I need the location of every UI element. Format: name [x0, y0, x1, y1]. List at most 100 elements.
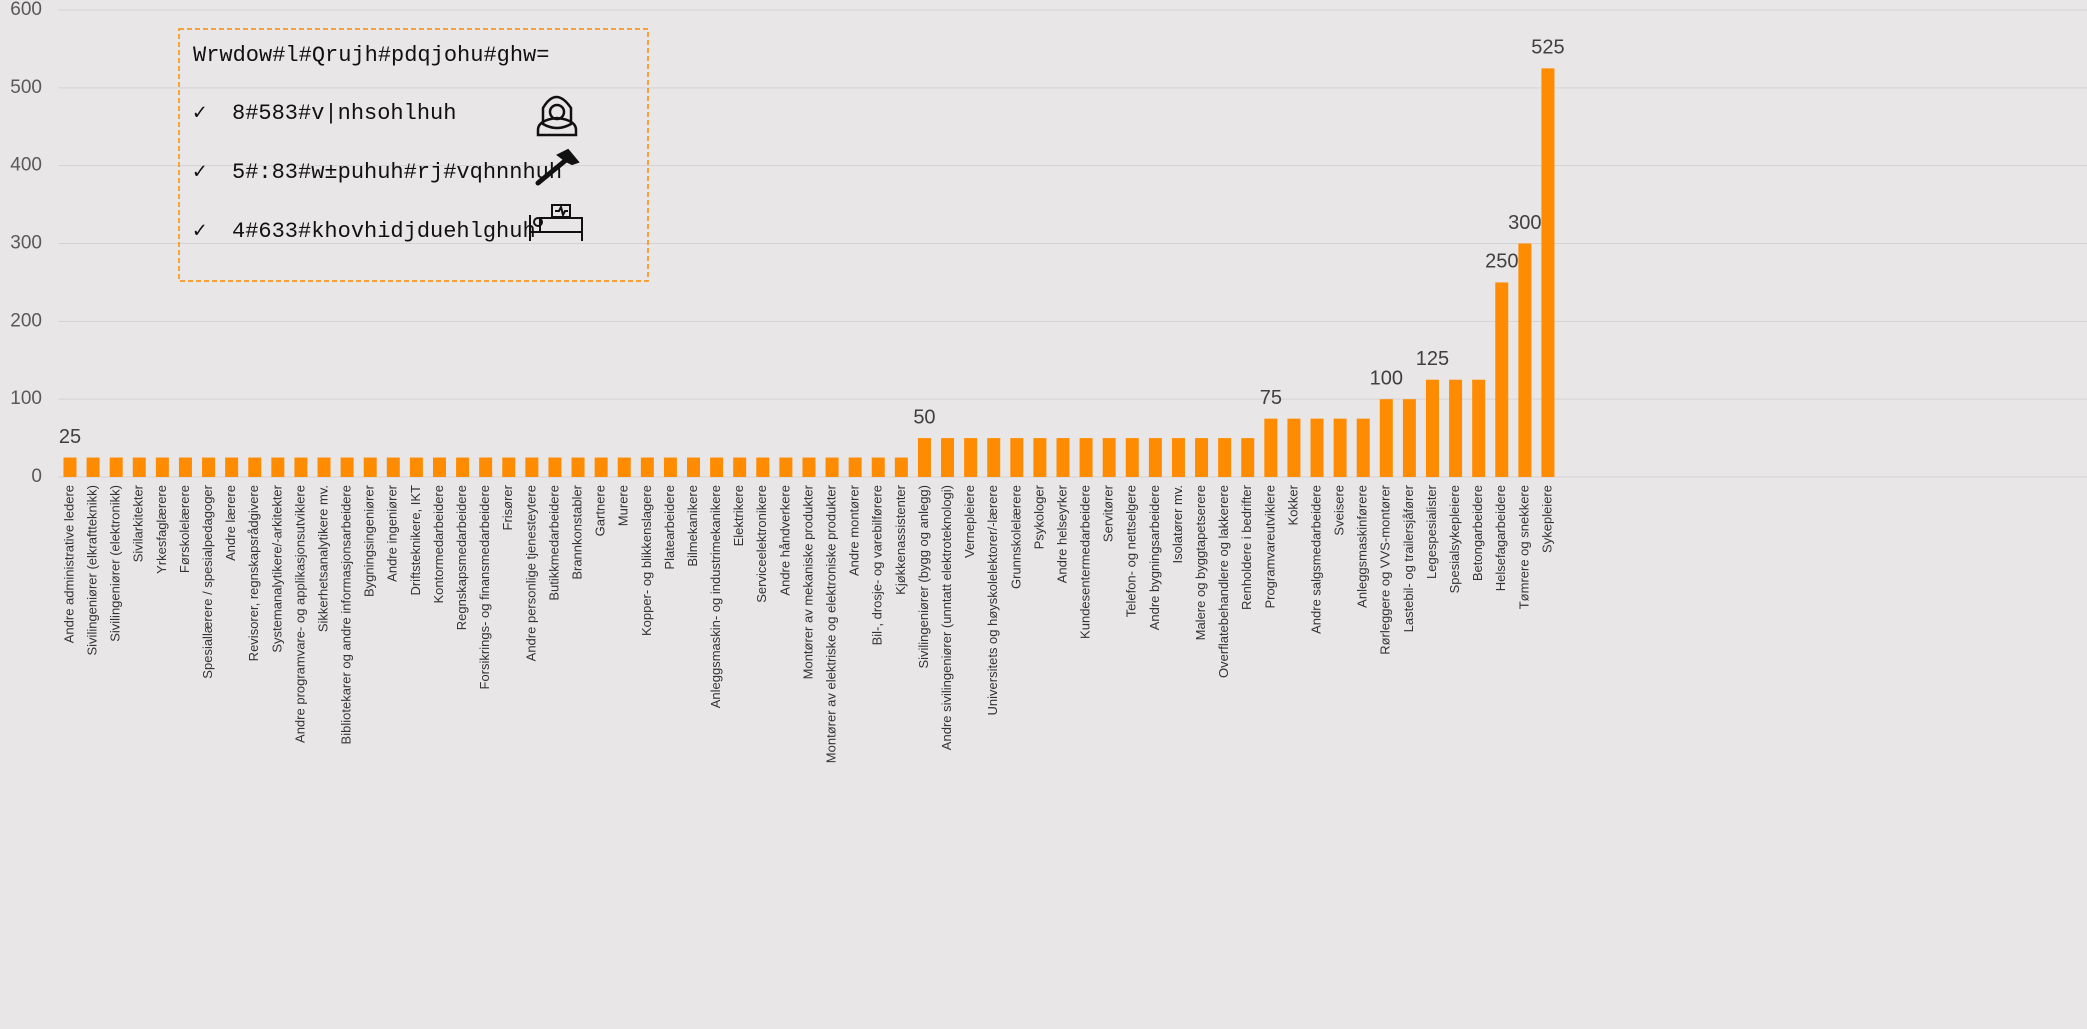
- x-tick-label: Andre helseyrker: [1054, 484, 1069, 583]
- data-label: 300: [1508, 212, 1541, 234]
- x-tick-label: Andre ingeniører: [385, 484, 400, 581]
- x-tick-label: Andre lærere: [223, 485, 238, 561]
- bar: [617, 457, 631, 477]
- x-tick-label: Sivilingeniører (bygg og anlegg): [916, 485, 931, 669]
- x-tick-label: Regnskapsmedarbeidere: [454, 485, 469, 630]
- x-tick-label: Driftsteknikere, IKT: [408, 485, 423, 596]
- x-tick-label: Andre salgsmedarbeidere: [1308, 485, 1323, 634]
- bar: [363, 457, 377, 477]
- bar: [225, 457, 239, 477]
- x-tick-label: Isolatører mv.: [1170, 485, 1185, 564]
- y-tick-label: 600: [10, 0, 42, 20]
- x-tick-label: Murere: [616, 485, 631, 526]
- bar: [340, 457, 354, 477]
- annotation-bullet: ✓: [193, 160, 206, 185]
- annotation-border: [178, 28, 649, 282]
- data-label: 525: [1531, 37, 1564, 59]
- x-tick-label: Betongarbeidere: [1470, 485, 1485, 581]
- data-label: 125: [1416, 348, 1449, 370]
- bar: [1356, 418, 1370, 477]
- annotation-item: 8#583#v|nhsohlhuh: [232, 101, 456, 126]
- bar: [1033, 438, 1047, 477]
- nurse-icon: [536, 95, 578, 137]
- bar: [848, 457, 862, 477]
- bar: [663, 457, 677, 477]
- x-tick-label: Andre bygningsarbeidere: [1147, 485, 1162, 630]
- x-tick-label: Andre programvare- og applikasjonsutvikl…: [292, 485, 307, 743]
- x-tick-label: Spesialsykepleiere: [1447, 485, 1462, 593]
- bar: [1287, 418, 1301, 477]
- annotation-bullet: ✓: [193, 101, 206, 126]
- bar: [802, 457, 816, 477]
- data-label: 50: [913, 406, 935, 428]
- bar: [178, 457, 192, 477]
- annotation-bullet: ✓: [193, 219, 206, 244]
- bar: [456, 457, 470, 477]
- x-tick-label: Anleggsmaskinførere: [1355, 485, 1370, 608]
- bar: [1402, 399, 1416, 477]
- x-tick-label: Legespesialister: [1424, 484, 1439, 579]
- x-tick-label: Serviceelektronikere: [754, 485, 769, 603]
- x-tick-label: Psykologer: [1031, 484, 1046, 549]
- x-tick-label: Kopper- og blikkenslagere: [639, 485, 654, 636]
- x-tick-label: Andre montører: [847, 484, 862, 576]
- annotation-box: Wrwdow#l#Qrujh#pdqjohu#ghw= ✓ ✓ ✓ 8#583#…: [178, 28, 649, 282]
- bar: [1310, 418, 1324, 477]
- x-tick-label: Tømrere og snekkere: [1516, 485, 1531, 609]
- bar: [917, 438, 931, 477]
- bar: [1218, 438, 1232, 477]
- bar: [271, 457, 285, 477]
- bar: [432, 457, 446, 477]
- data-label: 250: [1485, 251, 1518, 273]
- x-tick-label: Andre sivilingeniører (unntatt elektrote…: [939, 485, 954, 750]
- x-tick-label: Yrkesfaglærere: [154, 485, 169, 574]
- x-tick-label: Andre personlige tjenesteytere: [523, 485, 538, 661]
- y-tick-label: 400: [10, 155, 42, 176]
- x-tick-label: Sikkerhetsanalytikere mv.: [315, 485, 330, 632]
- x-tick-label: Gartnere: [593, 485, 608, 536]
- x-tick-label: Overflatebehandlere og lakkerere: [1216, 485, 1231, 678]
- x-tick-label: Sykepleiere: [1539, 485, 1554, 553]
- x-tick-label: Sveisere: [1332, 485, 1347, 536]
- bar: [1449, 379, 1463, 477]
- bar: [479, 457, 493, 477]
- y-tick-label: 100: [10, 388, 42, 409]
- x-tick-label: Universitets og høyskolelektorer/-lærere: [985, 485, 1000, 715]
- bar: [248, 457, 262, 477]
- x-tick-label: Rørleggere og VVS-montører: [1378, 484, 1393, 654]
- x-tick-label: Bil-, drosje- og varebilførere: [870, 485, 885, 645]
- y-tick-label: 200: [10, 310, 42, 331]
- bar: [1264, 418, 1278, 477]
- bar: [687, 457, 701, 477]
- bar: [594, 457, 608, 477]
- x-tick-label: Andre håndverkere: [777, 485, 792, 596]
- bar: [1079, 438, 1093, 477]
- bar: [1541, 68, 1555, 477]
- bar: [1425, 379, 1439, 477]
- bar: [964, 438, 978, 477]
- bar: [386, 457, 400, 477]
- x-tick-label: Sivilingeniører (elkraftteknikk): [85, 485, 100, 656]
- plot: 0 100 200 300 400 500 600 Andre administrative …: [10, 0, 2087, 763]
- bar: [132, 457, 146, 477]
- bar: [571, 457, 585, 477]
- hospital-bed-icon: [529, 204, 583, 241]
- x-tick-label: Spesiallærere / spesialpedagoger: [200, 484, 215, 678]
- x-tick-label: Telefon- og nettselgere: [1124, 485, 1139, 617]
- annotation-title: Wrwdow#l#Qrujh#pdqjohu#ghw=: [193, 43, 549, 68]
- x-tick-label: Kokker: [1285, 484, 1300, 525]
- bar: [502, 457, 516, 477]
- x-tick-label: Bibliotekarer og andre informasjonsarbei…: [339, 485, 354, 744]
- x-tick-label: Førskolelærere: [177, 485, 192, 573]
- bar: [894, 457, 908, 477]
- bar: [640, 457, 654, 477]
- bar: [756, 457, 770, 477]
- bar: [1010, 438, 1024, 477]
- bar: [779, 457, 793, 477]
- bar: [825, 457, 839, 477]
- y-tick-label: 300: [10, 233, 42, 254]
- data-label: 75: [1260, 387, 1282, 409]
- x-tick-label: Vernepleiere: [962, 485, 977, 558]
- x-tick-label: Platearbeidere: [662, 485, 677, 570]
